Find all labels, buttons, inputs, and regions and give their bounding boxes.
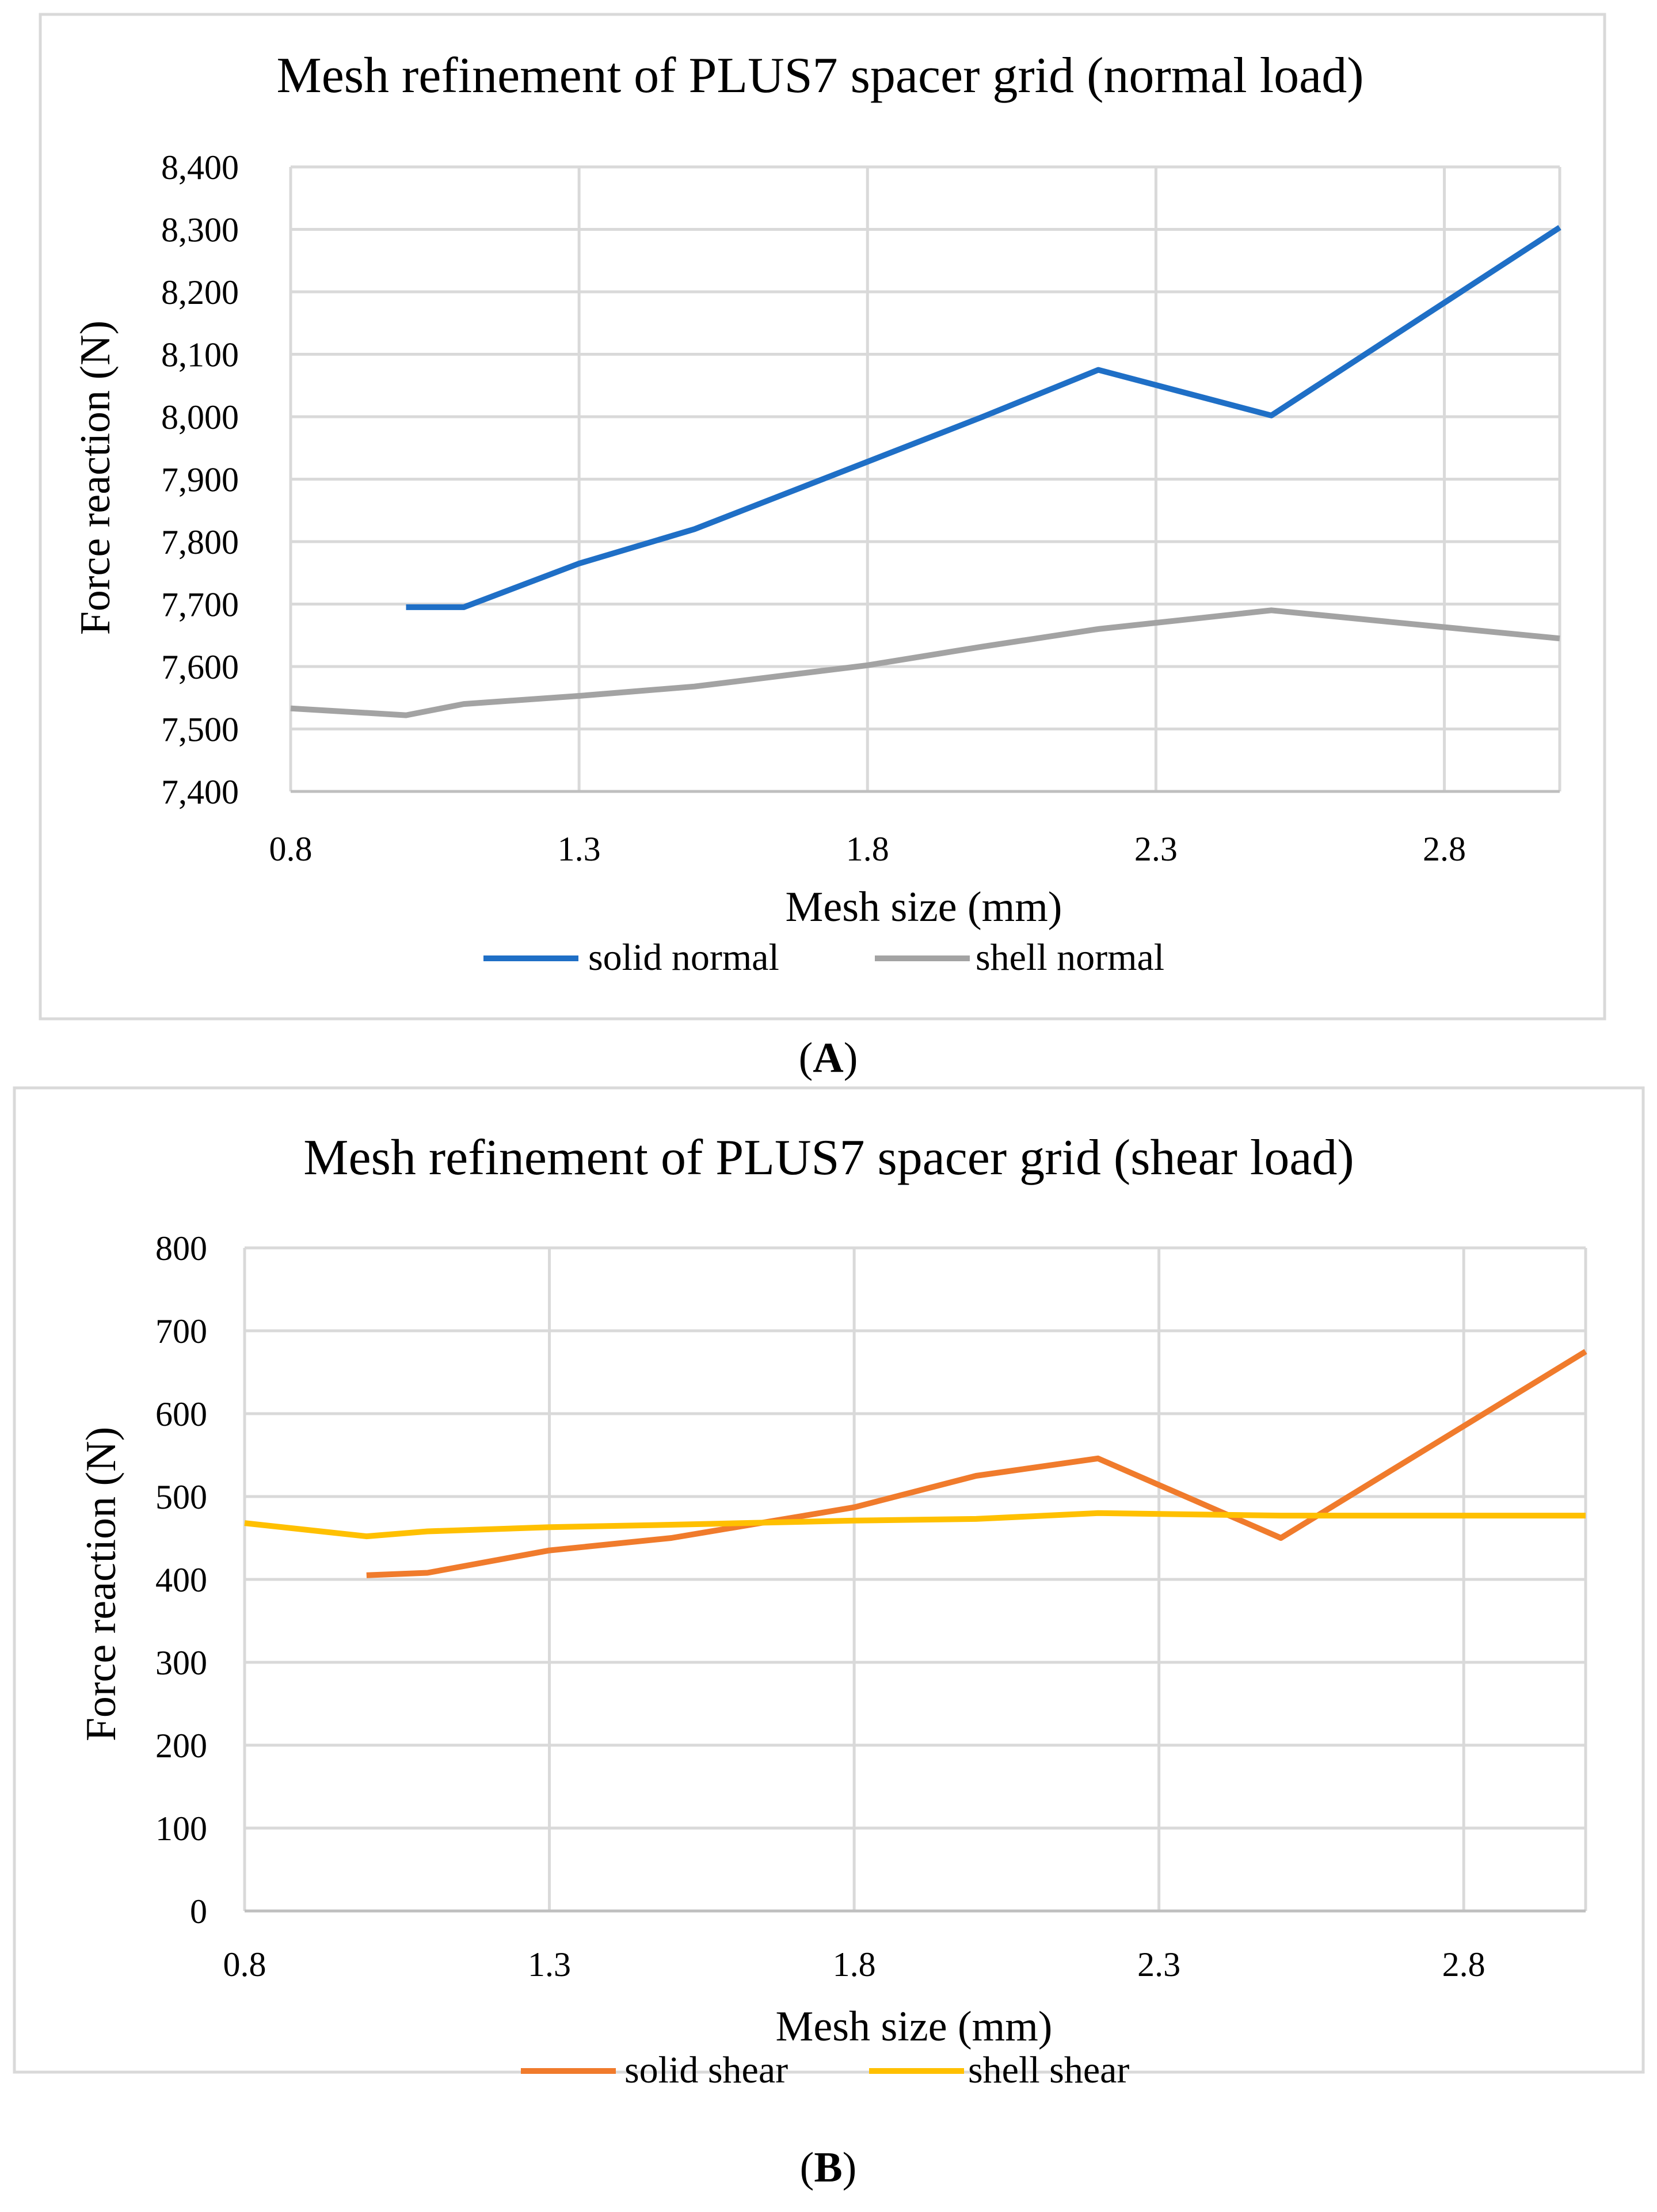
- legend-label-solid-shear: solid shear: [624, 2049, 788, 2091]
- chart-b-ytick-label: 100: [155, 1810, 207, 1848]
- chart-a-frame: [39, 13, 1606, 1021]
- chart-b-xlabel: Mesh size (mm): [776, 2003, 1053, 2050]
- chart-a-legend: solid normal shell normal: [483, 936, 1164, 979]
- chart-b-xtick-label: 2.8: [1442, 1946, 1485, 1983]
- chart-b-ytick-label: 200: [155, 1727, 207, 1765]
- chart-a-xlabel: Mesh size (mm): [786, 884, 1062, 931]
- chart-a-series: [290, 225, 1561, 718]
- chart-b-ytick-label: 300: [155, 1644, 207, 1682]
- chart-b-title: Mesh refinement of PLUS7 spacer grid (sh…: [303, 1130, 1354, 1186]
- chart-a-ytick-label: 7,500: [161, 711, 239, 749]
- chart-b-xtick-label: 0.8: [223, 1946, 266, 1983]
- chart-a-ytick-label: 8,200: [161, 273, 239, 311]
- chart-b-ytick-label: 0: [190, 1893, 207, 1931]
- chart-a-xtick-label: 1.8: [846, 830, 889, 868]
- chart-a-ytick-label: 8,400: [161, 149, 239, 186]
- legend-label-solid-normal: solid normal: [588, 936, 779, 979]
- chart-a-ytick-label: 8,100: [161, 336, 239, 374]
- chart-a-ytick-label: 7,700: [161, 586, 239, 624]
- chart-a-ytick-label: 7,800: [161, 523, 239, 561]
- chart-a-ylabel: Force reaction (N): [72, 321, 119, 635]
- chart-a-yticks: 7,400 7,500 7,600 7,700 7,800 7,900 8,000 8,100…: [161, 149, 239, 811]
- panel-letter-b: B: [814, 2144, 842, 2191]
- chart-b-yticks: 0 100 200 300 400 500 600 700 800: [155, 1229, 207, 1931]
- series-line-solid-shear: [366, 1349, 1587, 1578]
- chart-b-gridlines: [243, 1246, 1587, 1913]
- legend-label-shell-normal: shell normal: [976, 936, 1164, 979]
- chart-a-gridlines: [289, 165, 1561, 791]
- chart-b-ytick-label: 600: [155, 1395, 207, 1433]
- chart-b-xtick-label: 1.3: [528, 1946, 571, 1983]
- chart-a-ytick-label: 7,900: [161, 461, 239, 499]
- chart-b-ytick-label: 500: [155, 1478, 207, 1516]
- chart-a-xtick-label: 1.3: [558, 830, 601, 868]
- series-line-shell-shear: [244, 1510, 1586, 1540]
- chart-a-xtick-label: 0.8: [269, 830, 313, 868]
- chart-a-xtick-label: 2.3: [1134, 830, 1178, 868]
- series-line-solid-normal: [406, 225, 1561, 610]
- chart-b-xtick-label: 2.3: [1137, 1946, 1180, 1983]
- chart-b-ytick-label: 700: [155, 1312, 207, 1350]
- chart-a-ytick-label: 7,400: [161, 773, 239, 811]
- chart-b-xticks: 0.8 1.3 1.8 2.3 2.8: [223, 1946, 1485, 1983]
- chart-b-ylabel: Force reaction (N): [78, 1427, 125, 1742]
- chart-panel-a: Mesh refinement of PLUS7 spacer grid (no…: [39, 13, 1606, 1021]
- chart-a-title: Mesh refinement of PLUS7 spacer grid (no…: [276, 48, 1363, 104]
- panel-letter-a: A: [813, 1034, 843, 1082]
- legend-label-shell-shear: shell shear: [968, 2049, 1129, 2091]
- chart-b-legend: solid shear shell shear: [521, 2049, 1129, 2091]
- chart-a-xtick-label: 2.8: [1423, 830, 1466, 868]
- chart-b-ytick-label: 400: [155, 1561, 207, 1599]
- panel-label-a: (A): [799, 1034, 858, 1082]
- chart-b-series: [244, 1349, 1587, 1578]
- series-line-shell-normal: [290, 607, 1560, 718]
- chart-b-ytick-label: 800: [155, 1229, 207, 1267]
- chart-b-xtick-label: 1.8: [833, 1946, 876, 1983]
- chart-a-ytick-label: 8,300: [161, 211, 239, 249]
- chart-panel-b: Mesh refinement of PLUS7 spacer grid (sh…: [13, 1086, 1645, 2091]
- panel-label-b: (B): [800, 2144, 857, 2191]
- chart-a-xticks: 0.8 1.3 1.8 2.3 2.8: [269, 830, 1466, 868]
- chart-a-ytick-label: 8,000: [161, 398, 239, 436]
- chart-a-ytick-label: 7,600: [161, 648, 239, 686]
